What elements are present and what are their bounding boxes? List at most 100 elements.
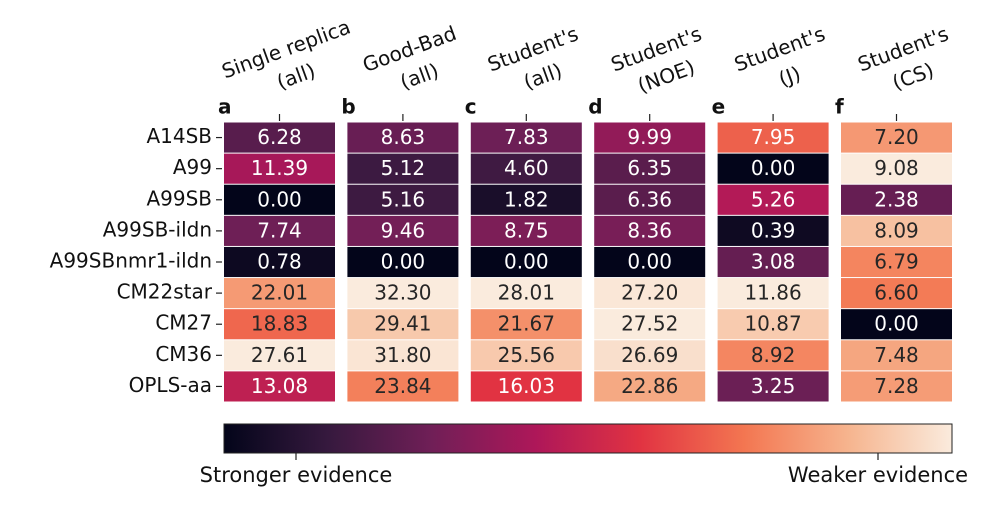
cell-label: 16.03	[498, 374, 555, 398]
heatmap-cell	[841, 153, 952, 184]
heatmap-cell	[224, 184, 335, 215]
cell-label: 13.08	[251, 374, 308, 398]
panel-title: Student's(J)	[731, 22, 828, 92]
panel-title: Student's(all)	[484, 22, 581, 95]
cell-label: 7.83	[504, 125, 549, 149]
cell-label: 28.01	[498, 281, 555, 305]
cell-label: 6.28	[257, 125, 302, 149]
panel-letter: d	[588, 95, 602, 119]
panel-title: Student's(NOE)	[608, 22, 705, 98]
heatmap-cell	[717, 278, 829, 309]
heatmap-cell	[224, 340, 335, 371]
heatmap-cell	[347, 215, 459, 246]
row-label: OPLS-aa	[129, 373, 212, 397]
cell-label: 26.69	[621, 343, 678, 367]
cell-label: 3.08	[751, 250, 796, 274]
cell-label: 21.67	[498, 312, 555, 336]
heatmap-cell	[841, 246, 952, 278]
cell-label: 0.00	[257, 187, 302, 211]
heatmap-cell	[470, 153, 582, 184]
row-label: A99SB-ildn	[103, 217, 212, 241]
panel-letter: a	[218, 95, 232, 119]
cell-label: 9.46	[381, 218, 426, 242]
row-label: CM36	[155, 342, 212, 366]
heatmap-cell	[717, 340, 829, 371]
row-label: A99SB	[146, 186, 212, 210]
cell-label: 10.87	[744, 312, 801, 336]
cell-label: 29.41	[374, 312, 431, 336]
heatmap-cell	[470, 309, 582, 340]
heatmap-cell	[594, 309, 706, 340]
cell-label: 27.52	[621, 312, 678, 336]
row-label: A14SB	[146, 124, 212, 148]
cell-label: 8.36	[627, 218, 672, 242]
cell-label: 11.86	[744, 281, 801, 305]
cell-label: 31.80	[374, 343, 431, 367]
heatmap-cell	[347, 278, 459, 309]
row-label: A99	[173, 155, 212, 179]
cell-label: 0.00	[504, 250, 549, 274]
heatmap-cell	[594, 215, 706, 246]
panel-title: Student's(CS)	[854, 22, 951, 95]
heatmap-cell	[224, 246, 335, 278]
panel-title: Good-Bad(all)	[359, 21, 459, 94]
heatmap-cell	[224, 215, 335, 246]
cell-label: 11.39	[251, 156, 308, 180]
heatmap-cell	[470, 278, 582, 309]
cell-label: 0.00	[874, 312, 919, 336]
cell-label: 9.99	[627, 125, 672, 149]
cell-label: 18.83	[251, 312, 308, 336]
cell-label: 6.35	[627, 156, 672, 180]
heatmap-cell	[224, 122, 335, 153]
cell-label: 7.74	[257, 218, 302, 242]
cell-label: 25.56	[498, 343, 555, 367]
heatmap-cell	[224, 309, 335, 340]
heatmap-cell	[717, 371, 829, 402]
cell-label: 32.30	[374, 281, 431, 305]
heatmap-cell	[224, 371, 335, 402]
cell-label: 0.00	[381, 250, 426, 274]
heatmap-cell	[347, 122, 459, 153]
cell-label: 5.26	[751, 187, 796, 211]
heatmap-cell	[717, 215, 829, 246]
heatmap-cell	[594, 153, 706, 184]
heatmap-cell	[717, 153, 829, 184]
cell-label: 27.61	[251, 343, 308, 367]
cell-label: 7.28	[874, 374, 919, 398]
panel-letter: c	[465, 95, 477, 119]
cell-label: 5.16	[381, 187, 426, 211]
heatmap-cell	[717, 246, 829, 278]
heatmap-cell	[594, 278, 706, 309]
cell-label: 2.38	[874, 187, 919, 211]
cell-label: 22.01	[251, 281, 308, 305]
heatmap-cell	[841, 184, 952, 215]
heatmap-cell	[470, 122, 582, 153]
heatmap-cell	[717, 122, 829, 153]
heatmap-cell	[347, 309, 459, 340]
cell-label: 1.82	[504, 187, 549, 211]
colorbar	[223, 423, 953, 454]
heatmap-cell	[841, 122, 952, 153]
cell-label: 23.84	[374, 374, 431, 398]
panel-letter: f	[835, 95, 844, 119]
row-label: A99SBnmr1-ildn	[50, 249, 212, 273]
heatmap-cell	[841, 340, 952, 371]
heatmap-cell	[594, 246, 706, 278]
heatmap-cell	[470, 215, 582, 246]
heatmap-cell	[594, 184, 706, 215]
heatmap-cell	[841, 309, 952, 340]
cell-label: 6.60	[874, 281, 919, 305]
panel-title-line: (J)	[775, 61, 803, 91]
cell-label: 5.12	[381, 156, 426, 180]
heatmap-cell	[347, 184, 459, 215]
colorbar-label: Stronger evidence	[200, 463, 393, 487]
cell-label: 3.25	[751, 374, 796, 398]
cell-label: 4.60	[504, 156, 549, 180]
cell-label: 8.75	[504, 218, 549, 242]
heatmap-cell	[594, 371, 706, 402]
heatmap-cell	[470, 371, 582, 402]
heatmap-cell	[594, 340, 706, 371]
cell-label: 7.20	[874, 125, 919, 149]
panel-letter: e	[712, 95, 726, 119]
heatmap-cell	[841, 278, 952, 309]
